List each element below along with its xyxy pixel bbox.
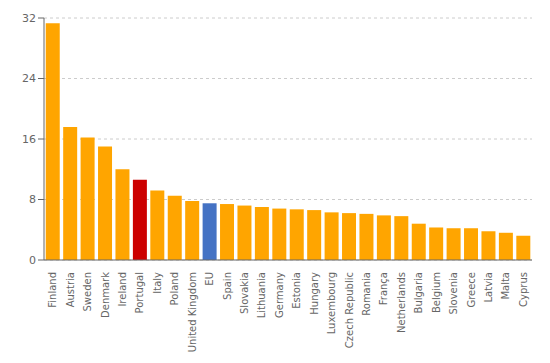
svg-text:8: 8	[29, 193, 36, 206]
svg-text:Lithuania: Lithuania	[256, 272, 267, 318]
svg-text:Latvia: Latvia	[483, 272, 494, 302]
svg-text:França: França	[378, 272, 389, 305]
svg-text:0: 0	[29, 254, 36, 267]
svg-text:24: 24	[22, 72, 36, 85]
svg-text:Austria: Austria	[65, 272, 76, 307]
svg-text:Sweden: Sweden	[82, 272, 93, 312]
svg-text:Hungary: Hungary	[309, 272, 320, 315]
svg-text:Cyprus: Cyprus	[518, 272, 529, 307]
svg-text:Italy: Italy	[152, 272, 163, 294]
svg-text:16: 16	[22, 133, 36, 146]
svg-text:Denmark: Denmark	[100, 272, 111, 318]
svg-text:Bulgaria: Bulgaria	[413, 272, 424, 313]
svg-text:Netherlands: Netherlands	[396, 272, 407, 333]
svg-text:Belgium: Belgium	[431, 272, 442, 313]
svg-text:Poland: Poland	[169, 272, 180, 305]
svg-text:Greece: Greece	[466, 272, 477, 308]
svg-text:Slovenia: Slovenia	[448, 272, 459, 315]
svg-text:Romania: Romania	[361, 272, 372, 316]
svg-text:Germany: Germany	[274, 272, 285, 318]
svg-text:Spain: Spain	[222, 272, 233, 300]
svg-text:Ireland: Ireland	[117, 272, 128, 307]
svg-text:Czech Republic: Czech Republic	[344, 272, 355, 348]
svg-text:Finland: Finland	[47, 272, 58, 308]
svg-text:Luxembourg: Luxembourg	[326, 272, 337, 334]
svg-text:Malta: Malta	[500, 272, 511, 300]
svg-text:Portugal: Portugal	[134, 272, 145, 313]
svg-text:Slovakia: Slovakia	[239, 272, 250, 314]
svg-text:Estonia: Estonia	[291, 272, 302, 309]
svg-text:32: 32	[22, 12, 36, 25]
svg-text:EU: EU	[204, 272, 215, 286]
svg-text:United Kingdom: United Kingdom	[187, 272, 198, 352]
